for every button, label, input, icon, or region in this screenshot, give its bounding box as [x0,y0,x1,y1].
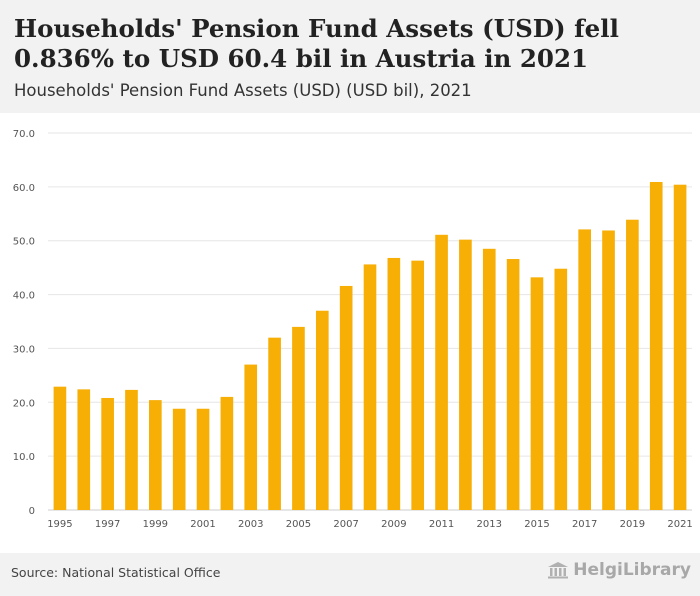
x-tick-label: 2019 [620,519,645,530]
y-tick-label: 30.0 [13,344,35,355]
library-building-icon [548,562,569,579]
bar-2011[interactable] [435,234,448,510]
x-tick-label: 2017 [572,519,597,530]
bar-2001[interactable] [196,408,210,510]
bar-2003[interactable] [244,364,258,510]
x-tick-label: 2007 [333,519,358,530]
y-tick-label: 10.0 [13,452,35,463]
bar-2010[interactable] [411,260,425,510]
y-tick-label: 0 [29,506,35,517]
bars [53,182,687,511]
bar-2012[interactable] [459,239,472,510]
chart-subtitle: Households' Pension Fund Assets (USD) (U… [14,81,472,100]
bar-2007[interactable] [339,285,353,510]
y-tick-label: 50.0 [13,237,35,248]
x-tick-label: 2003 [238,519,263,530]
bar-2002[interactable] [220,396,234,510]
x-tick-label: 2013 [477,519,502,530]
bar-2004[interactable] [268,337,281,510]
bar-1998[interactable] [125,389,138,510]
y-axis-ticks: 0 10.0 20.0 30.0 40.0 50.0 60.0 70.0 [13,129,35,517]
bar-2019[interactable] [626,219,639,510]
bar-1996[interactable] [77,389,91,510]
source-note: Source: National Statistical Office [11,565,221,580]
bar-1997[interactable] [101,397,114,510]
y-tick-label: 70.0 [13,129,35,140]
bar-2008[interactable] [363,264,377,510]
bar-2000[interactable] [172,408,186,510]
bar-2009[interactable] [387,257,401,510]
bar-2006[interactable] [315,310,329,510]
x-tick-label: 2011 [429,519,454,530]
chart-header: Households' Pension Fund Assets (USD) fe… [0,0,700,113]
brand-name: HelgiLibrary [573,560,691,580]
bar-chart: 010.020.030.040.050.060.070.0 1995 1997 19… [13,129,693,530]
chart-title: Households' Pension Fund Assets (USD) fe… [14,14,619,73]
bar-1999[interactable] [149,400,162,510]
brand-logo[interactable]: HelgiLibrary [547,560,691,580]
bar-2005[interactable] [292,326,305,510]
x-tick-label: 1995 [47,519,72,530]
chart-footer: Source: National Statistical Office Helg… [0,553,700,596]
plot-area: 0 10.0 20.0 30.0 40.0 50.0 60.0 70.0 1995 1997 19… [0,113,700,553]
bar-2017[interactable] [578,229,591,510]
bar-1995[interactable] [53,386,67,510]
bar-2015[interactable] [530,277,544,510]
bar-2013[interactable] [482,248,496,511]
x-tick-label: 2021 [667,519,692,530]
x-tick-label: 1997 [95,519,120,530]
y-tick-label: 20.0 [13,398,35,409]
x-axis-ticks: 1995 1997 1999 2001 2003 2005 2007 2009 2011 2013… [47,519,693,530]
bar-2018[interactable] [602,230,615,510]
bar-2016[interactable] [554,268,568,510]
bar-2020[interactable] [649,182,663,510]
y-tick-label: 40.0 [13,291,35,302]
bar-2014[interactable] [506,259,520,510]
y-tick-label: 60.0 [13,183,35,194]
x-tick-label: 2001 [190,519,215,530]
x-tick-label: 2015 [524,519,549,530]
x-tick-label: 2009 [381,519,406,530]
x-tick-label: 2005 [286,519,311,530]
x-tick-label: 1999 [143,519,168,530]
bar-2021[interactable] [673,184,687,510]
